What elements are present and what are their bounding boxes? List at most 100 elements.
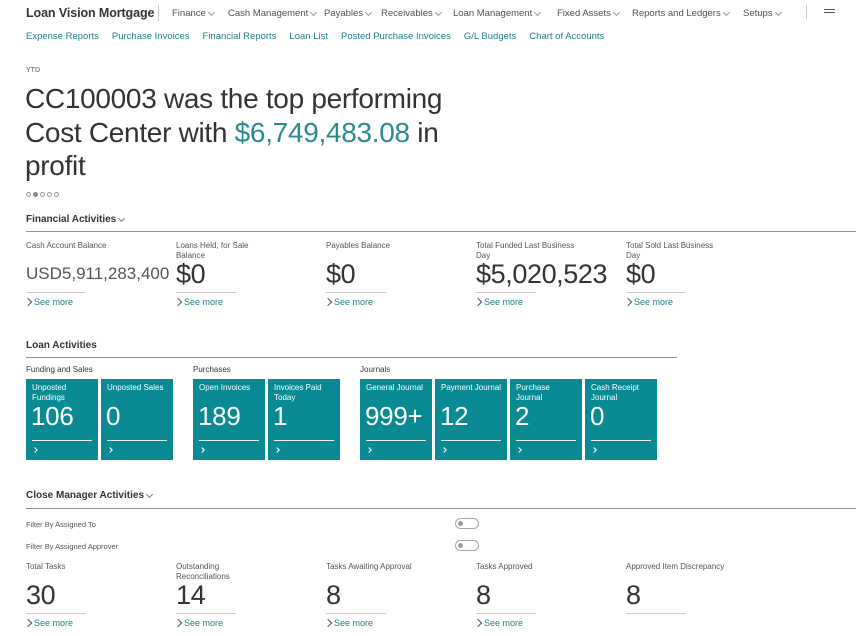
- carousel-dot-active[interactable]: [33, 192, 38, 197]
- carousel-dot[interactable]: [40, 192, 45, 197]
- tile-general-journal[interactable]: General Journal 999+: [360, 379, 432, 460]
- quick-links-bar: Expense Reports Purchase Invoices Financ…: [26, 31, 617, 42]
- link-expense-reports[interactable]: Expense Reports: [26, 31, 99, 42]
- see-more-link[interactable]: See more: [323, 618, 476, 628]
- cue-underline: [176, 292, 236, 293]
- tile-label: Unposted Fundings: [32, 383, 67, 402]
- see-more-link[interactable]: See more: [623, 297, 721, 307]
- carousel-dot[interactable]: [26, 192, 31, 197]
- see-more-label: See more: [184, 618, 224, 628]
- cue-value[interactable]: $0: [326, 259, 356, 289]
- financial-activities-header[interactable]: Financial Activities: [26, 214, 126, 225]
- chevron-right-icon: [32, 447, 38, 453]
- link-chart-of-accounts[interactable]: Chart of Accounts: [529, 31, 605, 42]
- headline-amount[interactable]: $6,749,483.08: [234, 116, 410, 148]
- menu-payables[interactable]: Payables: [324, 8, 381, 19]
- tile-divider: [516, 440, 576, 441]
- tile-value: 0: [590, 401, 605, 431]
- tile-cash-receipt-journal[interactable]: Cash Receipt Journal 0: [585, 379, 657, 460]
- cue-approved-item-discrepancy: Approved Item Discrepancy 8: [626, 562, 776, 614]
- chevron-down-icon: [145, 490, 154, 498]
- tile-payment-journal[interactable]: Payment Journal 12: [435, 379, 507, 460]
- filter-assigned-approver-toggle[interactable]: [455, 540, 479, 551]
- filter-assigned-approver-label: Filter By Assigned Approver: [26, 542, 119, 551]
- cue-total-sold-last-business-day: Total Sold Last Business Day $0 See more: [623, 241, 721, 307]
- chevron-right-icon: [173, 297, 183, 307]
- see-more-link[interactable]: See more: [323, 297, 476, 307]
- cue-value[interactable]: 8: [476, 580, 491, 610]
- tile-unposted-sales[interactable]: Unposted Sales 0: [101, 379, 173, 460]
- cue-label: Outstanding Reconciliations: [176, 562, 230, 581]
- chevron-right-icon: [23, 618, 33, 628]
- link-purchase-invoices[interactable]: Purchase Invoices: [111, 31, 190, 42]
- menu-cash-management[interactable]: Cash Management: [228, 8, 324, 19]
- tile-divider: [32, 440, 92, 441]
- tile-purchase-journal[interactable]: Purchase Journal 2: [510, 379, 582, 460]
- see-more-link[interactable]: See more: [23, 618, 176, 628]
- link-posted-purchase-invoices[interactable]: Posted Purchase Invoices: [340, 31, 451, 42]
- menu-label: Receivables: [381, 8, 433, 19]
- tile-value: 106: [31, 401, 74, 431]
- tile-label: Open Invoices: [199, 383, 251, 392]
- tile-divider: [199, 440, 259, 441]
- link-loan-list[interactable]: Loan List: [289, 31, 328, 42]
- cue-value[interactable]: USD5,911,283,400: [26, 264, 170, 283]
- menu-fixed-assets[interactable]: Fixed Assets: [557, 8, 632, 19]
- tile-label: Purchase Journal: [516, 383, 550, 402]
- menu-reports-and-ledgers[interactable]: Reports and Ledgers: [632, 8, 743, 19]
- tile-open-invoices[interactable]: Open Invoices 189: [193, 379, 265, 460]
- cue-value[interactable]: 8: [626, 580, 641, 610]
- link-financial-reports[interactable]: Financial Reports: [202, 31, 277, 42]
- tile-unposted-fundings[interactable]: Unposted Fundings 106: [26, 379, 98, 460]
- see-more-link[interactable]: See more: [473, 618, 626, 628]
- chevron-down-icon: [722, 8, 730, 16]
- see-more-label: See more: [484, 618, 524, 628]
- carousel-dot[interactable]: [54, 192, 59, 197]
- tile-value: 0: [106, 401, 121, 431]
- section-divider: [26, 508, 856, 509]
- cue-underline: [26, 292, 86, 293]
- cue-value[interactable]: 14: [176, 580, 206, 610]
- hamburger-menu-icon[interactable]: [824, 9, 835, 16]
- cue-label: Tasks Awaiting Approval: [326, 562, 412, 571]
- chevron-down-icon: [612, 8, 620, 16]
- tile-invoices-paid-today[interactable]: Invoices Paid Today 1: [268, 379, 340, 460]
- cue-total-funded-last-business-day: Total Funded Last Business Day $5,020,52…: [473, 241, 608, 307]
- nav-divider: [806, 5, 807, 19]
- toggle-knob: [458, 521, 463, 526]
- company-name[interactable]: Loan Vision Mortgage: [26, 6, 155, 20]
- menu-finance[interactable]: Finance: [172, 8, 228, 19]
- chevron-down-icon: [310, 8, 318, 16]
- close-manager-activities-header[interactable]: Close Manager Activities: [26, 490, 154, 501]
- cue-value[interactable]: 8: [326, 580, 341, 610]
- cue-tasks-awaiting-approval: Tasks Awaiting Approval 8 See more: [323, 562, 476, 628]
- menu-label: Setups: [743, 8, 773, 19]
- tile-value: 2: [515, 401, 530, 431]
- menu-loan-management[interactable]: Loan Management: [453, 8, 557, 19]
- filter-assigned-to-toggle[interactable]: [455, 518, 479, 529]
- menu-setups[interactable]: Setups: [743, 8, 783, 19]
- cue-value[interactable]: $0: [176, 259, 206, 289]
- cue-value[interactable]: $5,020,523: [476, 259, 608, 289]
- chevron-down-icon: [434, 8, 442, 16]
- carousel-dot[interactable]: [47, 192, 52, 197]
- link-gl-budgets[interactable]: G/L Budgets: [463, 31, 517, 42]
- cue-label: Approved Item Discrepancy: [626, 562, 725, 571]
- chevron-right-icon: [473, 618, 483, 628]
- see-more-label: See more: [34, 297, 74, 307]
- chevron-right-icon: [107, 447, 113, 453]
- headline-text: CC100003 was the top performing Cost Cen…: [25, 83, 443, 148]
- tile-divider: [107, 440, 167, 441]
- see-more-link[interactable]: See more: [23, 297, 176, 307]
- see-more-link[interactable]: See more: [173, 297, 271, 307]
- chevron-down-icon: [118, 214, 126, 222]
- see-more-link[interactable]: See more: [473, 297, 581, 307]
- tile-value: 189: [198, 401, 241, 431]
- menu-receivables[interactable]: Receivables: [381, 8, 453, 19]
- cue-value[interactable]: $0: [626, 259, 656, 289]
- cue-value[interactable]: 30: [26, 580, 56, 610]
- group-label-funding-and-sales: Funding and Sales: [26, 365, 93, 374]
- carousel-pager: [26, 192, 61, 197]
- see-more-link[interactable]: See more: [173, 618, 261, 628]
- see-more-label: See more: [334, 618, 374, 628]
